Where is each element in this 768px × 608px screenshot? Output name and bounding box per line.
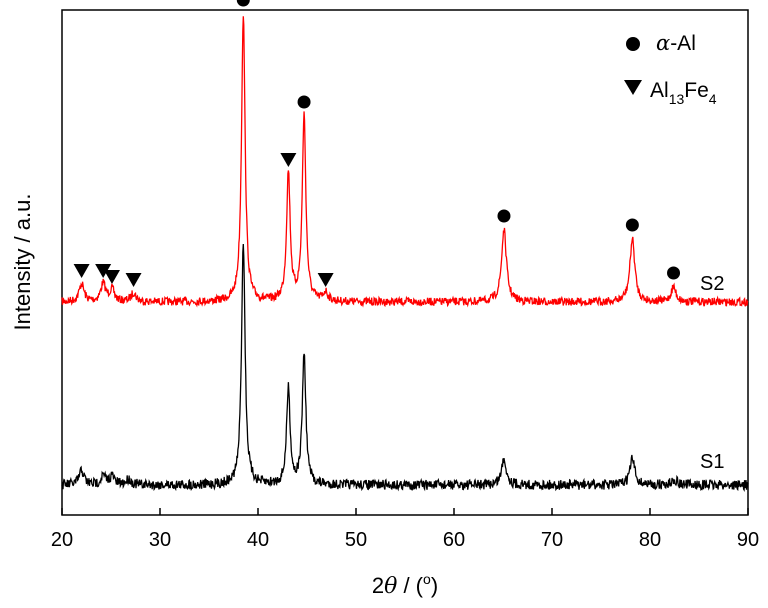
- series-layer: [61, 16, 749, 493]
- al13fe4-marker-icon: [73, 264, 90, 278]
- series-line-s2: [61, 16, 749, 308]
- plot-frame: [61, 9, 749, 516]
- legend: α-Al Al13Fe4: [624, 31, 717, 107]
- phase-markers: [73, 0, 681, 287]
- y-axis-label: Intensity / a.u.: [10, 194, 35, 331]
- legend-triangle-down-icon: [624, 80, 642, 95]
- alpha-al-marker-icon: [297, 95, 311, 109]
- x-axis-ticks: 20 30 40 50 60 70 80 90: [51, 508, 759, 551]
- series-label-s1: S1: [700, 451, 724, 473]
- x-tick-label: 90: [737, 529, 759, 551]
- alpha-al-marker-icon: [236, 0, 250, 7]
- al13fe4-marker-icon: [103, 270, 120, 284]
- x-tick-label: 50: [345, 529, 367, 551]
- al13fe4-marker-icon: [95, 264, 112, 278]
- x-tick-label: 20: [51, 529, 73, 551]
- al13fe4-marker-icon: [317, 273, 334, 287]
- alpha-al-marker-icon: [667, 266, 681, 280]
- legend-circle-icon: [626, 37, 640, 51]
- alpha-al-marker-icon: [625, 218, 639, 232]
- x-axis-label: 2θ / (o): [372, 571, 438, 599]
- al13fe4-marker-icon: [280, 153, 297, 167]
- x-tick-label: 80: [639, 529, 661, 551]
- x-tick-label: 30: [149, 529, 171, 551]
- legend-label-alpha-al: α-Al: [656, 31, 696, 55]
- series-line-s1: [61, 244, 749, 493]
- alpha-al-marker-icon: [497, 209, 511, 223]
- x-tick-label: 70: [541, 529, 563, 551]
- series-label-s2: S2: [700, 273, 724, 295]
- al13fe4-marker-icon: [125, 273, 142, 287]
- legend-label-al13fe4: Al13Fe4: [650, 79, 717, 107]
- x-tick-label: 40: [247, 529, 269, 551]
- x-tick-label: 60: [443, 529, 465, 551]
